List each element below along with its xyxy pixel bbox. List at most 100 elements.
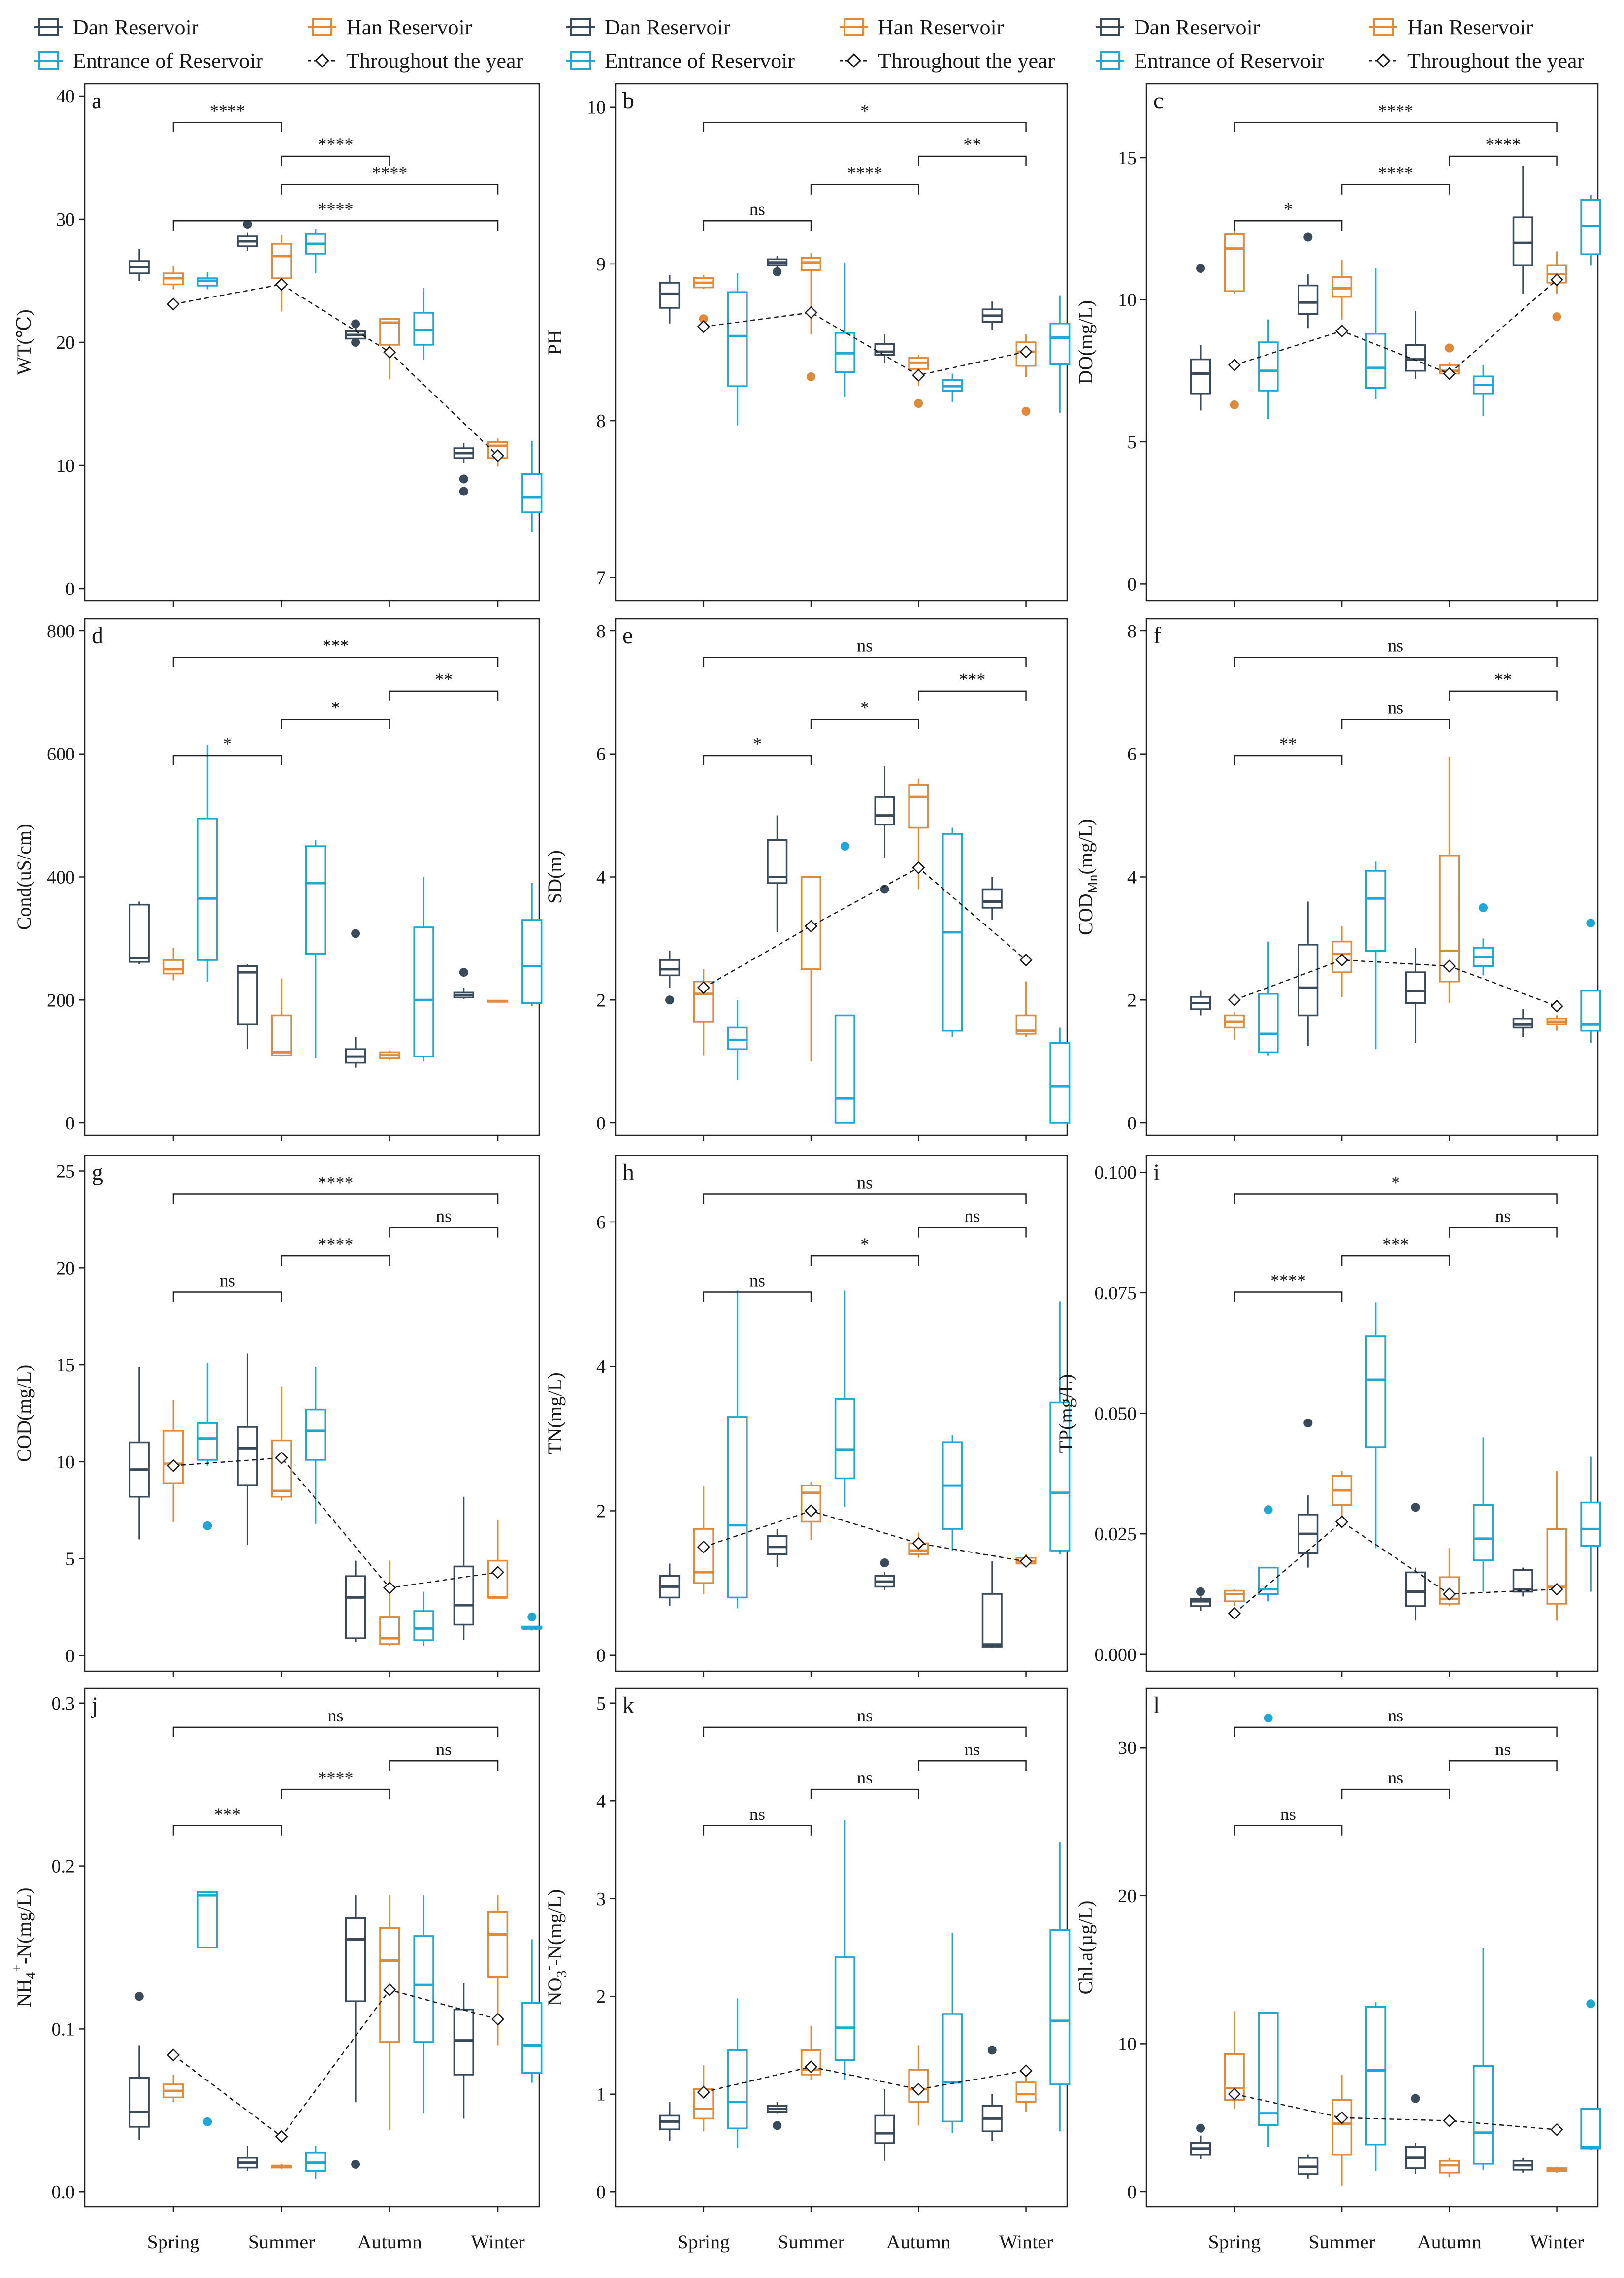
box-entrance-spring: [197, 1363, 218, 1530]
y-tick-label: 3: [596, 1889, 606, 1910]
sig-label: ****: [1270, 1270, 1306, 1290]
y-axis-label: TP(mg/L): [1055, 1374, 1077, 1453]
y-tick-label: 6: [596, 744, 606, 765]
outlier-point: [1196, 2123, 1205, 2133]
box-body: [129, 903, 150, 963]
sig-label: ns: [1388, 1768, 1403, 1787]
legend-item-entrance: Entrance of Reservoir: [34, 49, 263, 73]
box-body: [413, 1935, 434, 2043]
box-dan-summer: [1298, 2154, 1319, 2179]
mean-point: [1019, 954, 1033, 967]
box-entrance-summer: [1365, 861, 1386, 1050]
legend-label-mean: Throughout the year: [346, 49, 523, 73]
box-body: [1365, 332, 1386, 389]
y-tick-label: 8: [596, 411, 606, 431]
mean-point: [1335, 1515, 1349, 1528]
box-dan-summer: [237, 2146, 258, 2171]
outlier-point: [527, 1612, 537, 1621]
y-axis-label-tail: -N(mg/L): [13, 1887, 35, 1964]
sig-bracket-line: [703, 1825, 812, 1836]
box-body: [1332, 2099, 1353, 2156]
box-entrance-winter: [521, 441, 543, 532]
panel-frame: [1145, 83, 1599, 602]
box-entrance-winter: [1580, 195, 1601, 266]
panel-h: h 0 2 4 6 TN(mg/L) ns * ns ns: [544, 1155, 1071, 1677]
box-dan-winter: [453, 1983, 474, 2119]
y-tick-label: 5: [65, 1549, 75, 1570]
mean-line: [703, 312, 1026, 376]
box-han-spring: [693, 2065, 714, 2132]
sig-label: ****: [318, 1768, 353, 1787]
box-body: [487, 1911, 509, 1978]
outlier-point: [1586, 919, 1595, 928]
mean-point: [1335, 324, 1349, 338]
box-dan-autumn: [874, 334, 895, 363]
panel-letter: a: [92, 88, 102, 114]
box-entrance-autumn: [413, 1895, 434, 2114]
sig-bracket-line: [918, 1227, 1027, 1238]
y-tick-label: 15: [56, 1355, 75, 1376]
mean-point: [275, 278, 288, 291]
y-tick-label: 25: [56, 1161, 75, 1182]
sig-bracket-line: [1341, 1255, 1450, 1266]
y-tick-label: 4: [1127, 867, 1137, 888]
season-label-winter: Winter: [999, 2231, 1053, 2253]
box-dan-summer: [237, 220, 258, 251]
box-han-spring: [1224, 1012, 1245, 1040]
outlier-point: [914, 399, 923, 408]
box-dan-spring: [129, 1367, 150, 1540]
sig-label: ***: [1382, 1234, 1409, 1254]
outlier-point: [1411, 1503, 1420, 1512]
box-body: [1365, 870, 1386, 952]
sig-bracket-spring-winter: ***: [172, 636, 499, 667]
sig-label: ns: [436, 1206, 452, 1226]
sig-label: ns: [749, 199, 765, 219]
y-tick-label: 10: [56, 1452, 75, 1473]
box-han-winter: [487, 1895, 509, 2046]
season-label-autumn: Autumn: [357, 2231, 422, 2253]
box-entrance-winter: [1580, 1999, 1601, 2150]
sig-bracket-spring-summer: ns: [703, 1804, 812, 1836]
box-body: [1512, 1017, 1533, 1029]
box-han-spring: [1224, 229, 1245, 409]
y-tick-label: 20: [56, 1258, 75, 1279]
outlier-point: [134, 1992, 144, 2001]
y-tick-label: 20: [56, 332, 75, 353]
mean-point: [912, 368, 925, 382]
mean-point: [912, 2082, 925, 2096]
box-dan-autumn: [1405, 1503, 1426, 1621]
sig-bracket-spring-winter: ns: [1234, 1706, 1558, 1737]
mean-point: [912, 1537, 925, 1550]
legend-label-han: Han Reservoir: [1407, 15, 1533, 39]
legend-mean-diamond-icon: [846, 53, 861, 68]
y-tick-label: 2: [596, 1986, 606, 2007]
box-dan-spring: [129, 901, 150, 964]
box-entrance-spring: [727, 1290, 748, 1609]
y-tick-label: 0.025: [1095, 1524, 1137, 1545]
panel-letter: d: [92, 623, 103, 649]
panel-letter: f: [1153, 623, 1161, 649]
sig-bracket-line: [1341, 184, 1450, 195]
panel-l: l 0 10 20 30 Chl.a(µg/L) ns ns ns ns: [1074, 1687, 1601, 2212]
mean-point: [1550, 999, 1563, 1013]
y-tick-label: 0.000: [1095, 1645, 1137, 1665]
y-tick-label: 0: [596, 2182, 606, 2203]
box-dan-autumn: [345, 1895, 366, 2169]
legend-item-entrance: Entrance of Reservoir: [566, 49, 795, 73]
sig-label: **: [963, 134, 981, 154]
box-dan-winter: [1512, 166, 1533, 294]
sig-bracket-line: [810, 184, 919, 195]
panel-g: g 0 5 10 15 20 25 COD(mg/L) ns **** ns ****: [13, 1155, 543, 1677]
box-entrance-summer: [305, 229, 326, 273]
outlier-point: [1586, 1999, 1595, 2009]
sig-bracket-spring-summer: ns: [703, 199, 812, 231]
y-axis-label-tail: (mg/L): [1074, 819, 1097, 874]
mean-point: [1443, 2114, 1456, 2127]
y-tick-label: 0: [596, 1113, 606, 1134]
box-entrance-autumn: [1473, 365, 1494, 416]
sig-label: ****: [1378, 163, 1413, 183]
y-tick-label: 10: [56, 456, 75, 476]
outlier-point: [351, 2159, 360, 2169]
sig-label: ns: [857, 1173, 873, 1192]
